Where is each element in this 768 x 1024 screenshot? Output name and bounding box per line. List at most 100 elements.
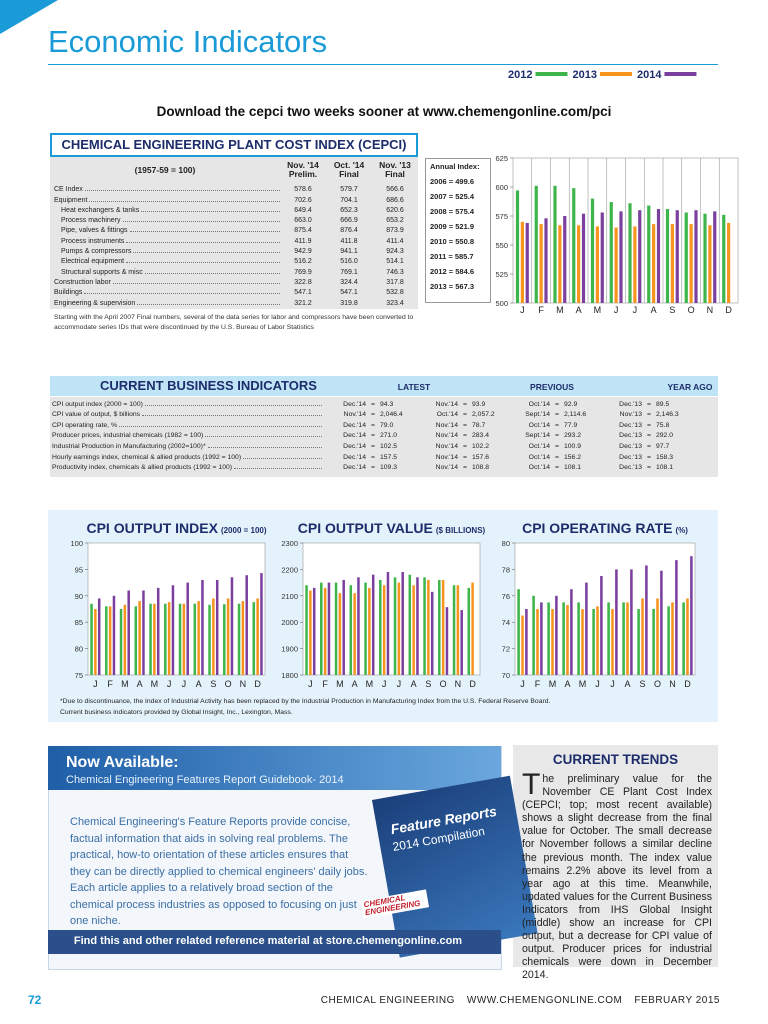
equals: = xyxy=(647,411,651,419)
cell-group: Sept.'14 = 293.2 xyxy=(518,432,598,439)
annual-row: 2009 = 521.9 xyxy=(430,222,475,231)
row-label: Structural supports & misc xyxy=(61,268,143,276)
cell: 704.1 xyxy=(340,196,358,204)
table-row: Heat exchangers & tanks 649.4 652.3 620.6 xyxy=(50,204,418,214)
leader xyxy=(84,293,280,295)
cell: 292.0 xyxy=(656,432,674,440)
equals: = xyxy=(371,453,375,461)
equals: = xyxy=(647,453,651,461)
cell: 578.6 xyxy=(294,186,312,194)
date: Dec.'14 xyxy=(343,453,366,461)
table-row: Pumps & compressors 942.9 941.1 924.3 xyxy=(50,245,418,255)
bar xyxy=(619,211,623,303)
y-tick-label: 525 xyxy=(495,270,508,279)
bar xyxy=(727,222,731,303)
cell: 100.9 xyxy=(564,442,582,450)
cell: 77.9 xyxy=(564,421,578,429)
cepci-title: CHEMICAL ENGINEERING PLANT COST INDEX (C… xyxy=(50,133,418,157)
cbi-title: CURRENT BUSINESS INDICATORS xyxy=(100,378,317,393)
equals: = xyxy=(647,442,651,450)
trends-title: CURRENT TRENDS xyxy=(552,752,679,767)
cell: 514.1 xyxy=(386,258,404,266)
ad-link[interactable]: Find this and other related reference ma… xyxy=(73,935,463,947)
leader xyxy=(126,262,280,264)
table-row: CPI output index (2000 = 100) Dec.'14 = 94.… xyxy=(50,397,718,408)
equals: = xyxy=(463,432,467,440)
column-header: PREVIOUS xyxy=(530,382,574,392)
x-tick-label: O xyxy=(688,305,695,315)
cell: 79.0 xyxy=(380,421,394,429)
legend-label: 2013 xyxy=(572,69,596,81)
date: Dec.'13 xyxy=(619,453,642,461)
table-row: Equipment 702.6 704.1 686.6 xyxy=(50,193,418,204)
annual-row: 2011 = 585.7 xyxy=(430,252,474,261)
page-number: 72 xyxy=(28,993,42,1007)
cell-group: Nov.'14 = 78.7 xyxy=(426,422,506,429)
row-label: Buildings xyxy=(54,289,83,297)
cell: 271.0 xyxy=(380,432,398,440)
bar xyxy=(600,212,604,303)
cell: 102.2 xyxy=(472,442,490,450)
row-label: CPI value of output, $ billions xyxy=(52,411,322,418)
row-label: CPI output index (2000 = 100) xyxy=(52,401,322,408)
cell: 157.5 xyxy=(380,453,398,461)
cell-group: Nov.'14 = 2,046.4 xyxy=(334,411,414,418)
download-note: Download the cepci two weeks sooner at w… xyxy=(156,104,612,119)
cell: 769.1 xyxy=(340,268,358,276)
column-header-line: Final xyxy=(385,169,405,179)
charts-panel xyxy=(48,510,718,722)
row-label: Pumps & compressors xyxy=(61,248,132,256)
cell: 941.1 xyxy=(340,248,358,256)
date: Nov.'14 xyxy=(435,453,458,461)
equals: = xyxy=(647,464,651,472)
footnote: *Due to discontinuance, the Index of Ind… xyxy=(60,698,551,705)
table-row: Construction labor 322.8 324.4 317.8 xyxy=(50,276,418,286)
column-header: Nov. '14 Prelim. xyxy=(280,161,326,179)
leader xyxy=(129,231,280,233)
row-label: Pipe, valves & fittings xyxy=(61,227,128,235)
legend-label: 2012 xyxy=(508,69,532,81)
annual-row: 2006 = 499.6 xyxy=(430,177,475,186)
bar xyxy=(684,212,688,303)
cell-group: Dec.'14 = 109.3 xyxy=(334,464,414,471)
y-tick-label: 600 xyxy=(495,183,508,192)
cell: 2,146.3 xyxy=(656,411,679,419)
cell: 324.4 xyxy=(340,278,358,286)
bar xyxy=(520,221,524,303)
bar xyxy=(577,225,581,303)
equals: = xyxy=(555,464,559,472)
cell-group: Nov.'13 = 2,146.3 xyxy=(610,411,690,418)
label-text: Productivity index, chemicals & allied p… xyxy=(52,464,233,472)
leader xyxy=(133,252,280,254)
cell-group: Dec.'13 = 158.3 xyxy=(610,454,690,461)
y-tick-label: 550 xyxy=(495,241,508,250)
cell: 516.0 xyxy=(340,258,358,266)
equals: = xyxy=(371,411,375,419)
row-label: Productivity index, chemicals & allied p… xyxy=(52,464,322,471)
header-row: (1957-59 = 100) Nov. '14 Prelim. Oct. '14 Fi… xyxy=(50,157,418,183)
date: Nov.'14 xyxy=(435,421,458,429)
footnote: Current business indicators provided by … xyxy=(60,709,293,716)
x-tick-label: A xyxy=(576,305,582,315)
footer: CHEMICAL ENGINEERING WWW.CHEMENGONLINE.C… xyxy=(321,995,720,1006)
date: Nov.'14 xyxy=(435,442,458,450)
annual-row: 2007 = 525.4 xyxy=(430,192,475,201)
plot-area xyxy=(512,157,739,304)
cell: 746.3 xyxy=(386,268,404,276)
row-label: CE Index xyxy=(54,186,83,194)
equals: = xyxy=(647,432,651,440)
cell-group: Oct.'14 = 92.9 xyxy=(518,401,598,408)
leader xyxy=(137,303,280,305)
date: Dec.'14 xyxy=(343,400,366,408)
cell-group: Dec.'13 = 97.7 xyxy=(610,443,690,450)
bar xyxy=(563,216,567,303)
cell: 411.9 xyxy=(294,237,312,245)
cell: 322.8 xyxy=(294,278,312,286)
date: Dec.'13 xyxy=(619,421,642,429)
bar xyxy=(558,225,562,303)
cell: 2,057.2 xyxy=(472,411,495,419)
y-tick-label: 625 xyxy=(495,154,508,163)
bar xyxy=(656,209,661,303)
date: Nov.'14 xyxy=(435,464,458,472)
